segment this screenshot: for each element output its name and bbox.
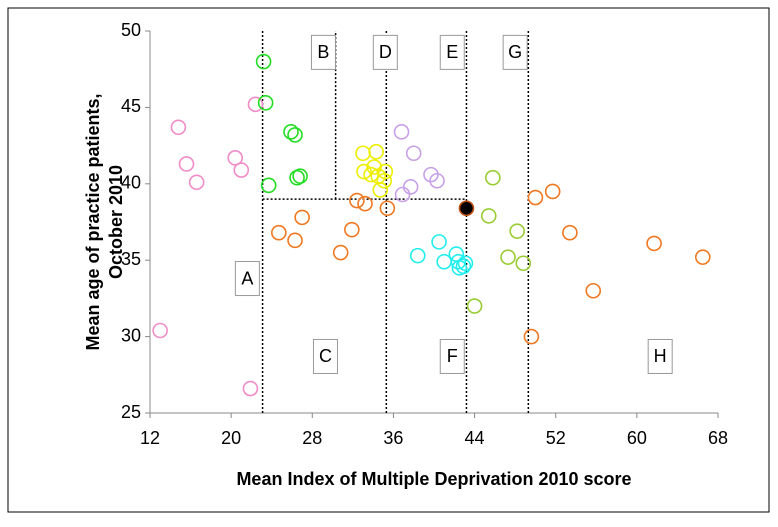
point xyxy=(260,177,277,194)
point xyxy=(405,145,422,162)
y-axis-label: Mean age of practice patients, xyxy=(83,93,103,350)
y-tick-label: 45 xyxy=(121,96,141,116)
x-tick-label: 36 xyxy=(383,428,403,448)
point xyxy=(485,169,501,186)
point xyxy=(271,224,287,241)
annotation-box xyxy=(502,34,528,70)
point xyxy=(458,200,475,217)
annotation-box xyxy=(312,338,338,374)
point xyxy=(377,163,394,180)
point xyxy=(247,96,264,113)
annotation-box xyxy=(439,34,465,70)
x-tick-label: 20 xyxy=(221,428,241,448)
point xyxy=(332,244,349,261)
point xyxy=(646,235,662,252)
point xyxy=(379,200,396,217)
point xyxy=(429,172,445,189)
point xyxy=(466,298,483,314)
y-tick-label: 25 xyxy=(121,402,141,422)
point xyxy=(393,124,410,140)
point xyxy=(431,234,447,250)
point xyxy=(349,192,365,209)
point xyxy=(500,249,516,265)
annotation-box xyxy=(439,338,465,374)
annotation: E xyxy=(446,42,458,62)
frame xyxy=(7,7,770,513)
point xyxy=(450,253,467,270)
x-tick-label: 52 xyxy=(546,428,566,448)
point xyxy=(255,53,272,70)
annotation: D xyxy=(379,42,392,62)
point xyxy=(363,166,379,183)
point xyxy=(287,232,303,249)
x-tick-label: 68 xyxy=(708,428,728,448)
point xyxy=(170,119,187,136)
point xyxy=(376,172,393,189)
point xyxy=(402,179,419,195)
y-tick-label: 50 xyxy=(121,20,141,40)
point xyxy=(357,195,373,212)
annotation-box xyxy=(372,34,398,70)
point xyxy=(292,168,308,184)
annotation-box xyxy=(310,34,336,70)
point xyxy=(480,208,497,224)
point xyxy=(283,124,299,140)
point xyxy=(242,380,259,397)
x-tick-label: 44 xyxy=(465,428,485,448)
x-tick-label: 12 xyxy=(140,428,160,448)
point xyxy=(233,162,250,178)
point xyxy=(368,143,384,160)
annotation-box xyxy=(234,261,260,297)
point xyxy=(409,247,426,264)
annotation: A xyxy=(241,268,253,288)
point xyxy=(188,174,205,191)
point xyxy=(372,182,389,198)
x-axis-label: Mean Index of Multiple Deprivation 2010 … xyxy=(236,469,631,489)
point xyxy=(344,221,360,238)
point xyxy=(585,282,602,299)
point xyxy=(287,127,303,143)
point xyxy=(356,163,372,180)
y-tick-label: 30 xyxy=(121,325,141,345)
annotation: C xyxy=(319,346,332,366)
point xyxy=(423,166,439,183)
annotation: H xyxy=(654,346,667,366)
point xyxy=(294,209,310,226)
point xyxy=(544,183,561,200)
point xyxy=(694,249,711,265)
y-tick-label: 35 xyxy=(121,249,141,269)
x-tick-label: 60 xyxy=(627,428,647,448)
y-axis-label: October 2010 xyxy=(106,165,126,279)
annotation: G xyxy=(508,42,522,62)
point xyxy=(527,189,544,206)
point xyxy=(515,255,532,272)
annotation: F xyxy=(447,346,458,366)
annotation: B xyxy=(317,42,329,62)
point xyxy=(257,95,274,111)
x-tick-label: 28 xyxy=(302,428,322,448)
point xyxy=(366,159,382,175)
point xyxy=(457,255,474,272)
point xyxy=(562,224,578,241)
point xyxy=(152,322,168,339)
point xyxy=(227,150,243,166)
point xyxy=(178,156,195,172)
point xyxy=(455,258,472,275)
y-tick-label: 40 xyxy=(121,173,141,193)
point xyxy=(509,223,525,239)
annotation-box xyxy=(647,338,673,374)
point xyxy=(523,328,540,345)
